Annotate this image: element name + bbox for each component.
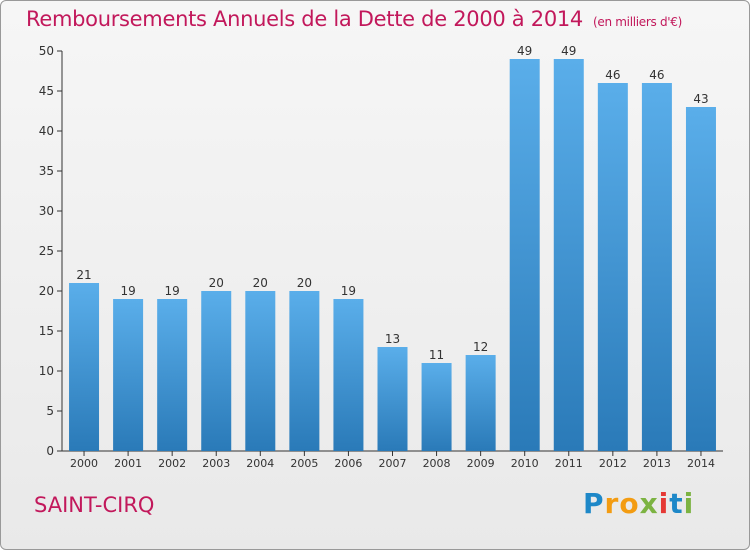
bar-value-label: 19 <box>165 284 180 298</box>
logo-letter: x <box>639 487 659 520</box>
chart-title-text: Remboursements Annuels de la Dette de 20… <box>26 7 583 31</box>
x-tick-label: 2002 <box>158 457 186 470</box>
bar-value-label: 19 <box>341 284 356 298</box>
bar <box>465 355 496 451</box>
bar-value-label: 46 <box>605 68 620 82</box>
x-tick-label: 2013 <box>643 457 671 470</box>
bar-value-label: 20 <box>253 276 268 290</box>
y-tick-label: 35 <box>39 164 54 178</box>
bar-value-label: 12 <box>473 340 488 354</box>
logo-letter: i <box>683 487 695 520</box>
bar <box>157 299 188 451</box>
bar-value-label: 49 <box>517 44 532 58</box>
x-tick-label: 2014 <box>687 457 715 470</box>
bar <box>421 363 452 451</box>
bar-value-label: 49 <box>561 44 576 58</box>
y-tick-label: 0 <box>46 444 54 458</box>
x-tick-label: 2005 <box>290 457 318 470</box>
proxiti-logo: Proxiti <box>583 487 694 520</box>
bar-value-label: 20 <box>209 276 224 290</box>
bar <box>289 291 320 451</box>
logo-letter: i <box>658 487 670 520</box>
x-tick-label: 2004 <box>246 457 274 470</box>
y-tick-label: 5 <box>46 404 54 418</box>
bar <box>69 283 100 451</box>
x-tick-label: 2008 <box>423 457 451 470</box>
x-tick-label: 2001 <box>114 457 142 470</box>
bar <box>553 59 584 451</box>
x-tick-label: 2011 <box>555 457 583 470</box>
x-tick-label: 2012 <box>599 457 627 470</box>
bar <box>113 299 144 451</box>
x-tick-label: 2000 <box>70 457 98 470</box>
commune-name: SAINT-CIRQ <box>34 493 155 517</box>
bar <box>509 59 540 451</box>
logo-letter: o <box>619 487 640 520</box>
y-tick-label: 45 <box>39 84 54 98</box>
bar <box>377 347 408 451</box>
chart-subtitle: (en milliers d'€) <box>593 15 683 29</box>
logo-letter: r <box>604 487 620 520</box>
bar <box>685 107 716 451</box>
bar <box>641 83 672 451</box>
bar <box>245 291 276 451</box>
bar-value-label: 43 <box>693 92 708 106</box>
y-tick-label: 20 <box>39 284 54 298</box>
bar-value-label: 21 <box>76 268 91 282</box>
y-tick-label: 40 <box>39 124 54 138</box>
y-tick-label: 50 <box>39 44 54 58</box>
bar-value-label: 19 <box>120 284 135 298</box>
x-tick-label: 2003 <box>202 457 230 470</box>
x-tick-label: 2010 <box>511 457 539 470</box>
bar <box>201 291 232 451</box>
x-tick-label: 2009 <box>467 457 495 470</box>
y-tick-label: 25 <box>39 244 54 258</box>
bar-value-label: 13 <box>385 332 400 346</box>
bar-value-label: 20 <box>297 276 312 290</box>
bar-value-label: 11 <box>429 348 444 362</box>
x-tick-label: 2006 <box>334 457 362 470</box>
y-tick-label: 10 <box>39 364 54 378</box>
bar-value-label: 46 <box>649 68 664 82</box>
chart-title: Remboursements Annuels de la Dette de 20… <box>26 7 682 31</box>
bar <box>597 83 628 451</box>
bar <box>333 299 364 451</box>
logo-letter: P <box>583 487 605 520</box>
logo-letter: t <box>669 487 684 520</box>
x-tick-label: 2007 <box>379 457 407 470</box>
y-tick-label: 15 <box>39 324 54 338</box>
y-tick-label: 30 <box>39 204 54 218</box>
